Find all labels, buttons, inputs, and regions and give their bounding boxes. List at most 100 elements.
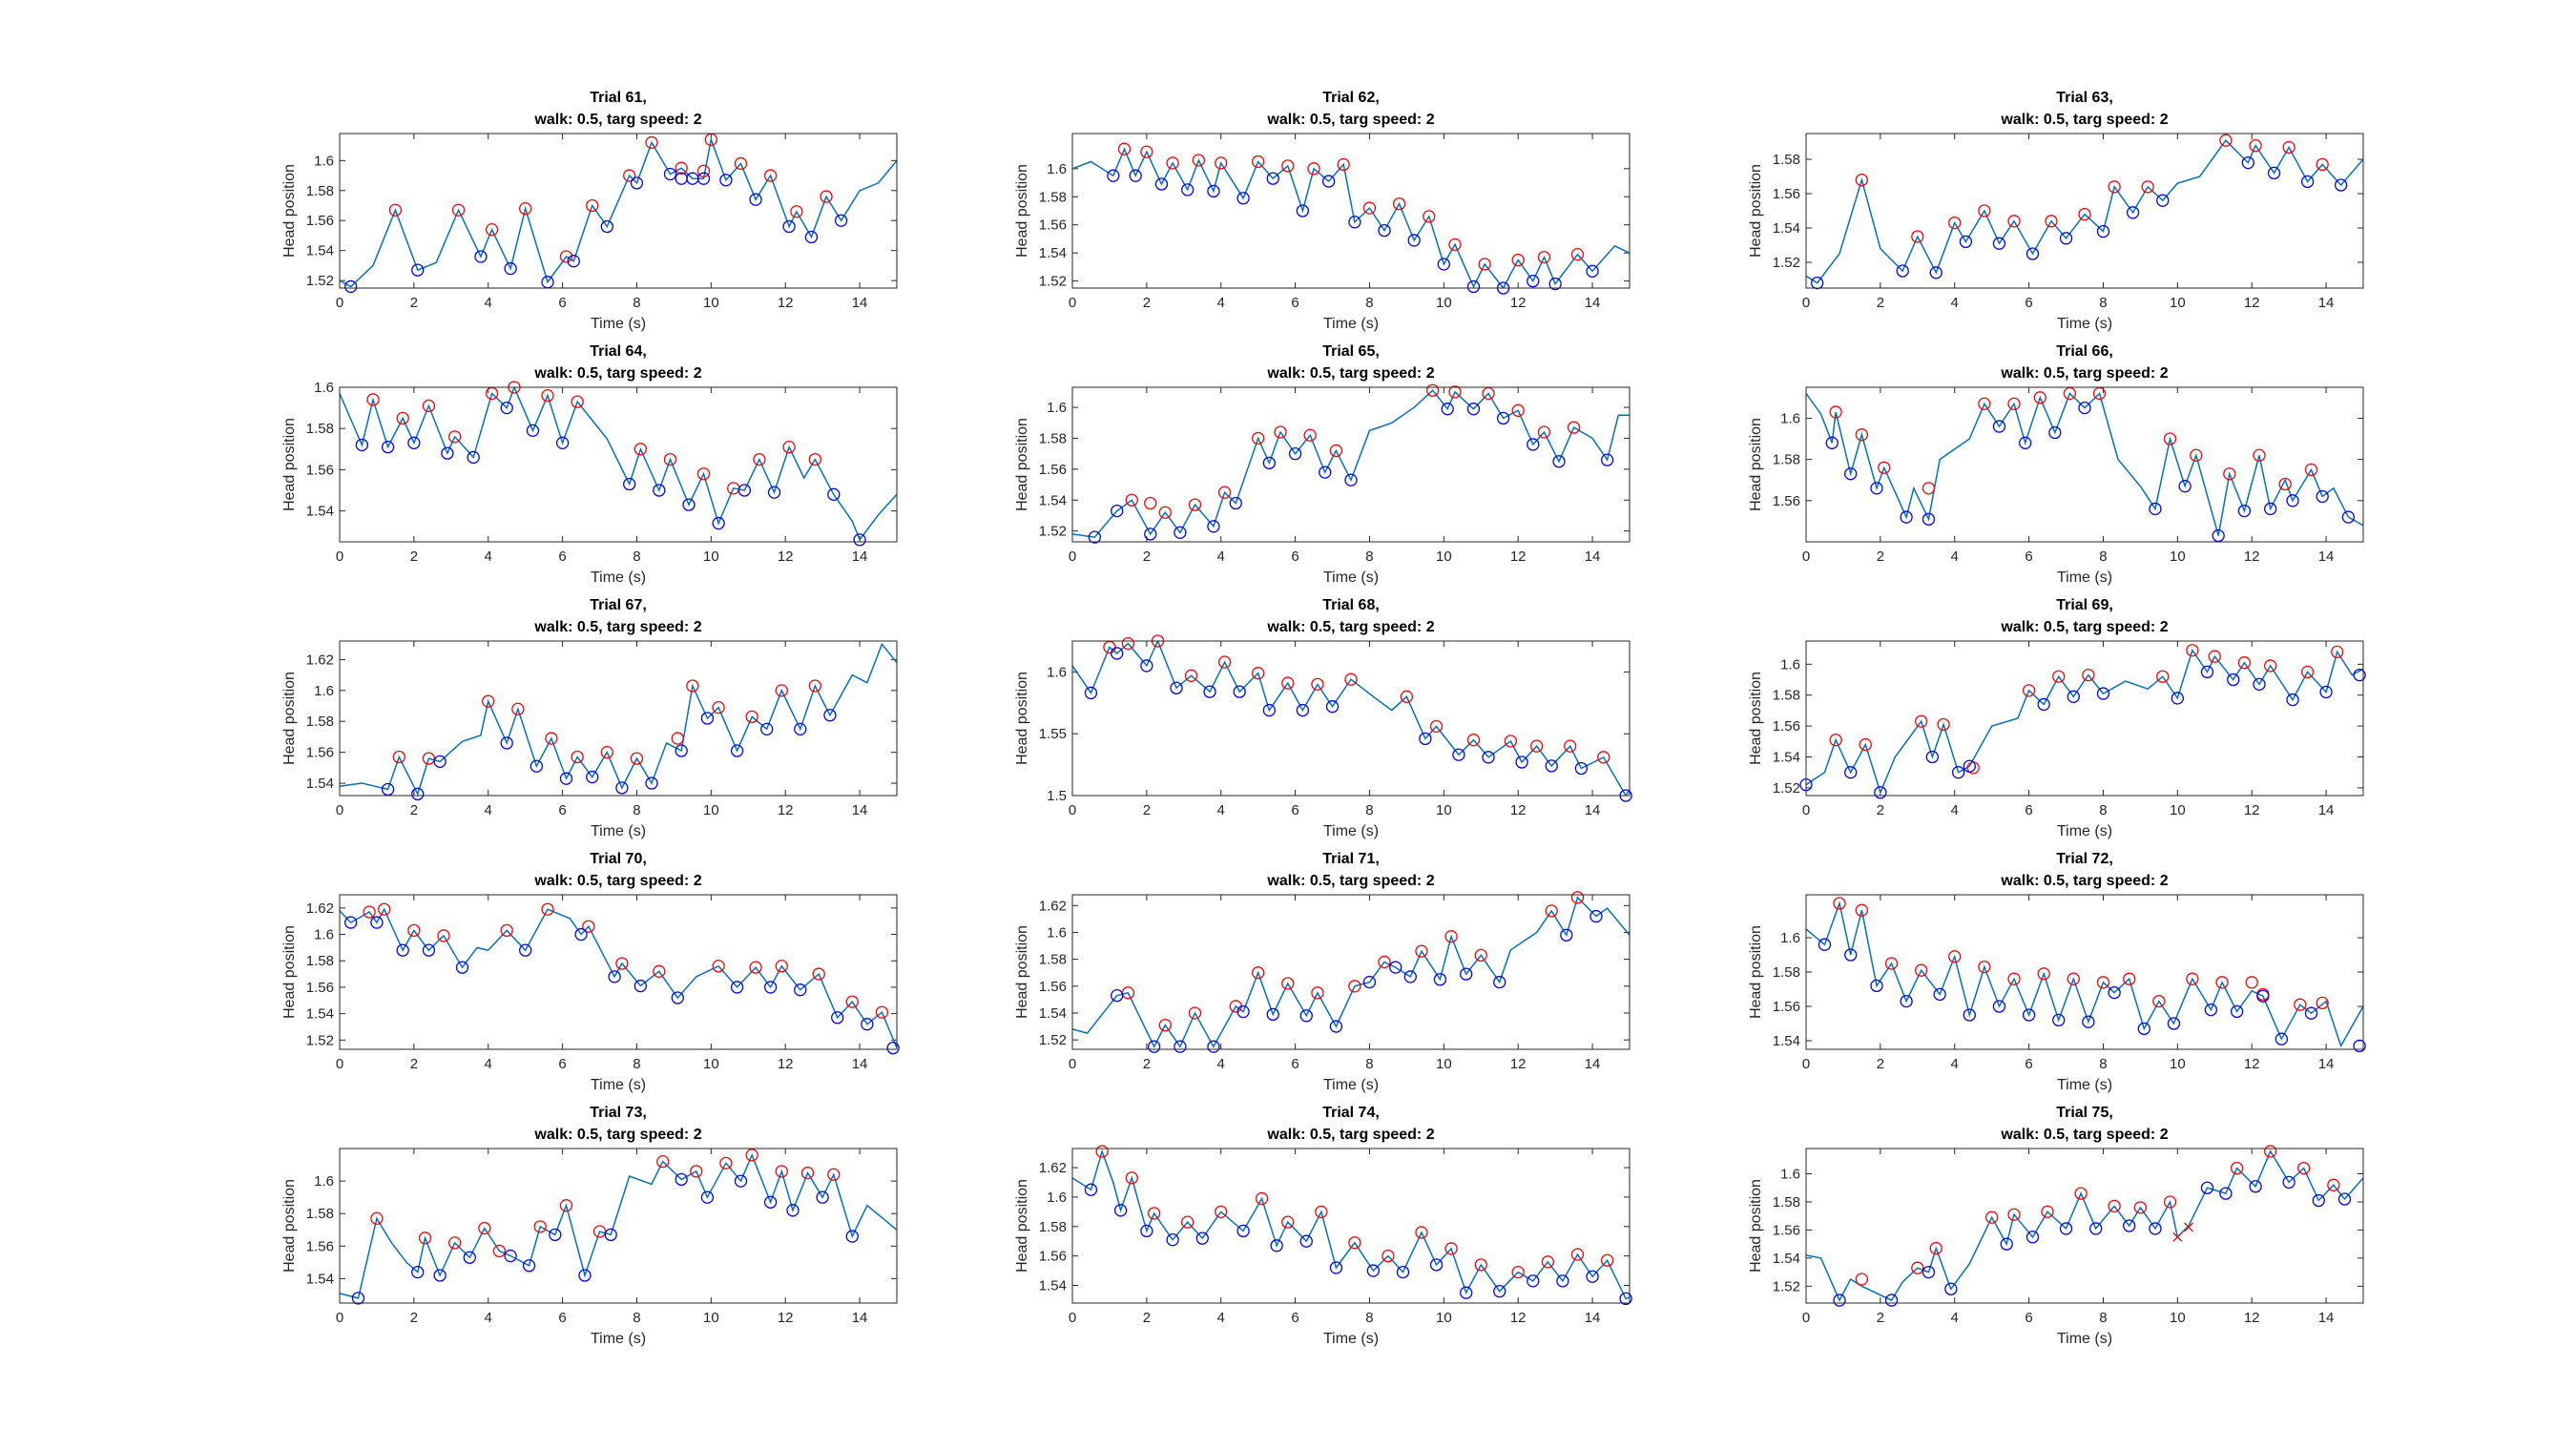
trough-marker: [411, 787, 425, 801]
y-tick-label: 1.56: [1039, 979, 1067, 995]
y-tick-label: 1.6: [314, 153, 334, 169]
peak-marker: [1125, 493, 1138, 507]
x-tick-label: 0: [336, 295, 343, 311]
peak-marker: [808, 452, 821, 466]
peak-marker: [2237, 656, 2252, 670]
peak-marker: [734, 156, 748, 171]
trough-marker: [608, 970, 621, 983]
x-tick-label: 14: [1585, 295, 1601, 311]
peak-marker: [1166, 156, 1179, 170]
plot-area: [1072, 641, 1630, 796]
peak-marker: [1929, 1241, 1942, 1255]
trough-marker: [1236, 192, 1250, 205]
subplot: Trial 75, walk: 0.5, targ speed: 2 0 2 4 6 8 10…: [1748, 1105, 2364, 1347]
trough-marker: [1362, 975, 1377, 989]
x-tick-label: 0: [1069, 549, 1076, 565]
peak-marker: [1833, 897, 1846, 910]
trough-marker: [1929, 266, 1942, 279]
peak-marker: [1537, 250, 1551, 264]
trough-marker: [1870, 482, 1883, 495]
x-tick-label: 10: [1436, 1056, 1452, 1072]
peak-marker: [712, 701, 725, 714]
y-tick-label: 1.6: [1047, 664, 1067, 680]
peak-marker: [1570, 1248, 1585, 1261]
peak-marker: [1281, 159, 1295, 173]
trough-marker: [351, 1292, 365, 1305]
y-tick-label: 1.58: [1773, 152, 1800, 168]
axes-box: [339, 386, 898, 543]
x-tick-label: 4: [485, 1310, 492, 1326]
y-axis-label: Head position: [281, 418, 298, 511]
trough-marker: [763, 1195, 778, 1209]
peak-marker: [719, 1156, 733, 1170]
peak-marker: [2074, 1187, 2088, 1200]
trough-marker: [1896, 264, 1909, 278]
trough-marker: [2067, 690, 2080, 703]
peak-marker: [2007, 1208, 2021, 1221]
trough-marker: [504, 261, 517, 276]
axes-box: [1805, 640, 2364, 797]
trough-marker: [782, 219, 796, 234]
peak-marker: [2253, 448, 2266, 462]
x-tick-label: 8: [633, 1056, 640, 1072]
x-tick-label: 8: [2099, 295, 2107, 311]
head-position-line: [1072, 147, 1630, 288]
trough-marker: [1195, 1232, 1209, 1245]
peak-marker: [2186, 644, 2199, 657]
axes-box: [1805, 386, 2364, 543]
trough-marker: [2149, 1222, 2162, 1235]
y-tick-label: 1.58: [1039, 189, 1067, 205]
peak-marker: [634, 443, 648, 456]
peak-marker: [2278, 477, 2292, 491]
trough-marker: [2178, 480, 2192, 493]
trough-marker: [816, 1190, 829, 1204]
head-position-line: [1806, 139, 2363, 284]
trough-marker: [1963, 1008, 1976, 1022]
peak-marker: [448, 430, 462, 444]
peak-marker: [541, 902, 554, 916]
y-axis-label: Head position: [281, 672, 298, 765]
y-tick-label: 1.6: [1047, 400, 1067, 416]
trough-marker: [1944, 1282, 1958, 1295]
plot-area: [1806, 895, 2363, 1049]
y-tick-label: 1.56: [1039, 217, 1067, 234]
subplot: Trial 66, walk: 0.5, targ speed: 2 0 2 4 6 8 10…: [1748, 343, 2364, 586]
trough-marker: [530, 759, 543, 773]
trough-marker: [767, 486, 781, 499]
peak-marker: [1429, 719, 1444, 734]
trough-marker: [1111, 504, 1124, 518]
peak-marker: [1381, 1249, 1395, 1263]
peak-marker: [2096, 976, 2110, 989]
trough-marker: [1833, 1294, 1846, 1307]
trough-marker: [712, 516, 725, 530]
x-tick-label: 10: [703, 802, 719, 818]
trough-marker: [2275, 1032, 2288, 1045]
peak-marker: [2037, 967, 2050, 981]
peak-marker: [1125, 1171, 1138, 1185]
x-tick-label: 6: [1291, 1056, 1298, 1072]
trough-marker: [1900, 510, 1913, 524]
peak-marker: [1829, 405, 1842, 419]
peak-marker: [1378, 955, 1391, 969]
x-tick-label: 0: [336, 1310, 343, 1326]
trough-marker: [2019, 436, 2032, 449]
trough-marker: [1319, 466, 1332, 479]
trough-marker: [555, 436, 570, 449]
peak-marker: [545, 732, 558, 745]
peak-marker: [663, 452, 677, 466]
subplot-title: Trial 62,: [1322, 90, 1380, 106]
peak-marker: [2223, 467, 2236, 481]
x-tick-label: 4: [1951, 549, 1959, 565]
subplot-subtitle: walk: 0.5, targ speed: 2: [533, 619, 701, 635]
trough-marker: [2000, 1237, 2013, 1251]
y-tick-label: 1.54: [306, 1271, 334, 1287]
trough-marker: [1207, 520, 1220, 533]
peak-marker: [875, 1005, 889, 1019]
trough-marker: [1366, 1264, 1381, 1277]
trough-marker: [2341, 510, 2356, 524]
rejected-peak-marker: [2184, 1222, 2193, 1232]
trough-marker: [407, 436, 421, 449]
peak-marker: [623, 169, 636, 182]
peak-marker: [1252, 966, 1265, 980]
trough-marker: [615, 781, 629, 795]
